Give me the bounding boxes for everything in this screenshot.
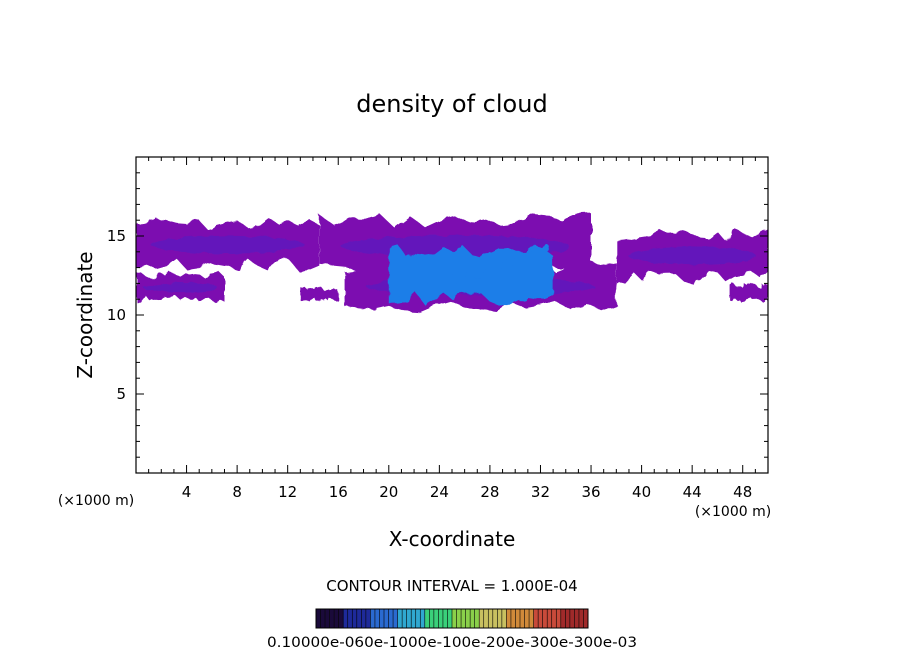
colorbar — [315, 608, 589, 629]
colorbar-cell — [438, 609, 443, 628]
x-tick-label: 16 — [329, 483, 348, 501]
colorbar-cell — [406, 609, 412, 628]
axis-ticks — [136, 157, 768, 473]
x-tick-label: 40 — [632, 483, 651, 501]
colorbar-labels: 0.10000e-060e-1000e-100e-200e-300e-300e-… — [267, 635, 637, 651]
x-unit-left: (×1000 m) — [58, 493, 134, 509]
y-tick-label: 10 — [107, 306, 126, 324]
plot-frame — [135, 156, 769, 474]
colorbar-cell — [533, 609, 539, 628]
colorbar-cell — [384, 609, 389, 628]
cloud-core-streak — [506, 244, 550, 267]
colorbar-cell — [429, 609, 434, 628]
colorbar-cell — [447, 609, 452, 628]
colorbar-frame — [315, 608, 589, 629]
x-tick-label: 12 — [278, 483, 297, 501]
cloud-region — [730, 283, 768, 302]
colorbar-cell — [492, 609, 498, 628]
colorbar-cell — [547, 609, 552, 628]
cloud-dense-streak — [143, 282, 218, 293]
colorbar-cell — [483, 609, 489, 628]
colorbar-cell — [365, 609, 371, 628]
contour-interval-label: CONTOUR INTERVAL = 1.000E-04 — [326, 577, 577, 595]
colorbar-cell — [520, 609, 525, 628]
colorbar-cell — [461, 609, 466, 628]
colorbar-cell — [411, 609, 416, 628]
colorbar-cell — [565, 609, 570, 628]
colorbar-cell — [542, 609, 548, 628]
colorbar-cell — [574, 609, 579, 628]
colorbar-cell — [356, 609, 362, 628]
y-tick-label: 15 — [107, 227, 126, 245]
x-tick-label: 44 — [683, 483, 702, 501]
x-tick-label: 32 — [531, 483, 550, 501]
colorbar-cell — [488, 609, 493, 628]
colorbar-cell — [370, 609, 375, 628]
x-tick-label: 48 — [733, 483, 752, 501]
colorbar-cell — [569, 609, 575, 628]
x-unit-right: (×1000 m) — [695, 504, 771, 520]
colorbar-cell — [560, 609, 566, 628]
colorbar-cell — [538, 609, 543, 628]
colorbar-cell — [578, 609, 584, 628]
x-tick-label: 4 — [182, 483, 192, 501]
colorbar-cell — [474, 609, 480, 628]
colorbar-cell — [325, 609, 330, 628]
colorbar-cell — [551, 609, 557, 628]
colorbar-cell — [529, 609, 534, 628]
colorbar-cell — [479, 609, 484, 628]
x-tick-label: 24 — [430, 483, 449, 501]
x-axis-label: X-coordinate — [389, 527, 516, 551]
colorbar-cell — [583, 609, 588, 628]
x-tick-label: 8 — [232, 483, 242, 501]
colorbar-cell — [379, 609, 384, 628]
colorbar-cell — [402, 609, 407, 628]
colorbar-cell — [424, 609, 430, 628]
colorbar-cell — [420, 609, 425, 628]
cloud-core-streak — [519, 274, 550, 302]
colorbar-cell — [320, 609, 326, 628]
colorbar-cell — [433, 609, 439, 628]
colorbar-cell — [316, 609, 321, 628]
x-tick-label: 28 — [480, 483, 499, 501]
colorbar-cell — [338, 609, 344, 628]
colorbar-cell — [506, 609, 511, 628]
colorbar-cell — [501, 609, 507, 628]
cloud-dense-streak — [150, 235, 305, 254]
colorbar-cell — [465, 609, 471, 628]
x-tick-label: 36 — [581, 483, 600, 501]
colorbar-cell — [374, 609, 380, 628]
colorbar-cell — [452, 609, 457, 628]
colorbar-cell — [497, 609, 502, 628]
colorbar-cell — [334, 609, 339, 628]
colorbar-cell — [510, 609, 516, 628]
colorbar-cell — [329, 609, 335, 628]
colorbar-cell — [397, 609, 403, 628]
cloud-dense-streak — [628, 246, 756, 265]
colorbar-cell — [352, 609, 357, 628]
chart-title: density of cloud — [356, 90, 547, 118]
x-tick-label: 20 — [379, 483, 398, 501]
colorbar-cell — [361, 609, 366, 628]
colorbar-cell — [415, 609, 421, 628]
colorbar-cell — [470, 609, 475, 628]
colorbar-cell — [515, 609, 520, 628]
colorbar-cell — [442, 609, 448, 628]
cloud-field — [136, 213, 768, 313]
colorbar-cell — [347, 609, 353, 628]
colorbar-cell — [343, 609, 348, 628]
colorbar-cell — [388, 609, 394, 628]
colorbar-cell — [393, 609, 398, 628]
cloud-region — [300, 286, 339, 303]
y-axis-label: Z-coordinate — [73, 251, 97, 378]
colorbar-cell — [524, 609, 530, 628]
y-tick-label: 5 — [116, 385, 126, 403]
colorbar-cell — [556, 609, 561, 628]
colorbar-cell — [456, 609, 462, 628]
